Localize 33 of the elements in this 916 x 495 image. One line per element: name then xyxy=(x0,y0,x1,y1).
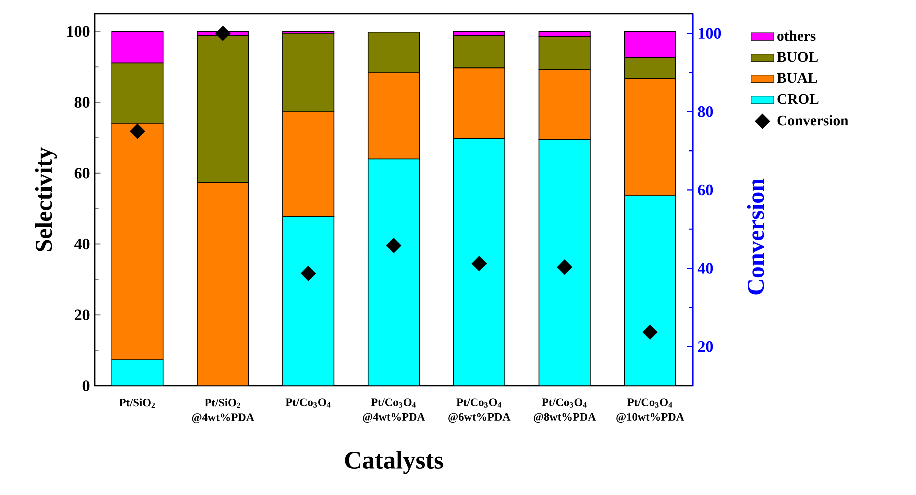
y-tick-label: 80 xyxy=(74,97,90,108)
legend-label: Conversion xyxy=(778,115,849,126)
x-tick-label: Pt/Co$_{3}$O$_{4}$ @8wt%PDA xyxy=(534,398,596,424)
x-tick-label: Pt/Co$_{3}$O$_{4}$ xyxy=(286,398,331,408)
y-tick-label: 40 xyxy=(74,238,90,250)
y-tick-label: 60 xyxy=(74,168,90,179)
y2-axis-title: Conversion xyxy=(747,178,764,295)
y-tick-label: 20 xyxy=(74,310,90,321)
x-tick-label: Pt/Co$_{3}$O$_{4}$ @10wt%PDA xyxy=(616,398,684,424)
point xyxy=(130,124,146,140)
x-tick-label: Pt/Co$_{3}$O$_{4}$ @6wt%PDA xyxy=(448,398,511,424)
point xyxy=(472,256,488,272)
legend-label: BUAL xyxy=(777,73,818,84)
legend-label: others xyxy=(778,30,816,42)
point xyxy=(557,260,572,275)
x-tick-label: Pt/SiO$_{2}$ xyxy=(120,398,156,408)
y-tick-label: 100 xyxy=(68,26,90,38)
y-tick-label: 0 xyxy=(82,380,90,392)
legend-label: BUOL xyxy=(777,52,818,62)
point xyxy=(386,238,402,254)
point xyxy=(642,324,658,340)
point xyxy=(216,26,231,42)
point xyxy=(300,266,316,282)
y2-tick-label: 60 xyxy=(698,184,714,196)
y2-tick-label: 100 xyxy=(698,28,722,39)
y-axis-title: Selectivity xyxy=(35,148,58,252)
y2-tick-label: 40 xyxy=(698,263,714,274)
y2-tick-label: 80 xyxy=(698,106,714,118)
x-tick-label: Pt/SiO$_{2}$ @4wt%PDA xyxy=(192,398,254,424)
x-axis-title: Catalysts xyxy=(345,451,444,474)
x-tick-label: Pt/Co$_{3}$O$_{4}$ @4wt%PDA xyxy=(363,398,426,424)
y2-tick-label: 20 xyxy=(698,341,714,352)
legend-label: CROL xyxy=(778,94,819,104)
